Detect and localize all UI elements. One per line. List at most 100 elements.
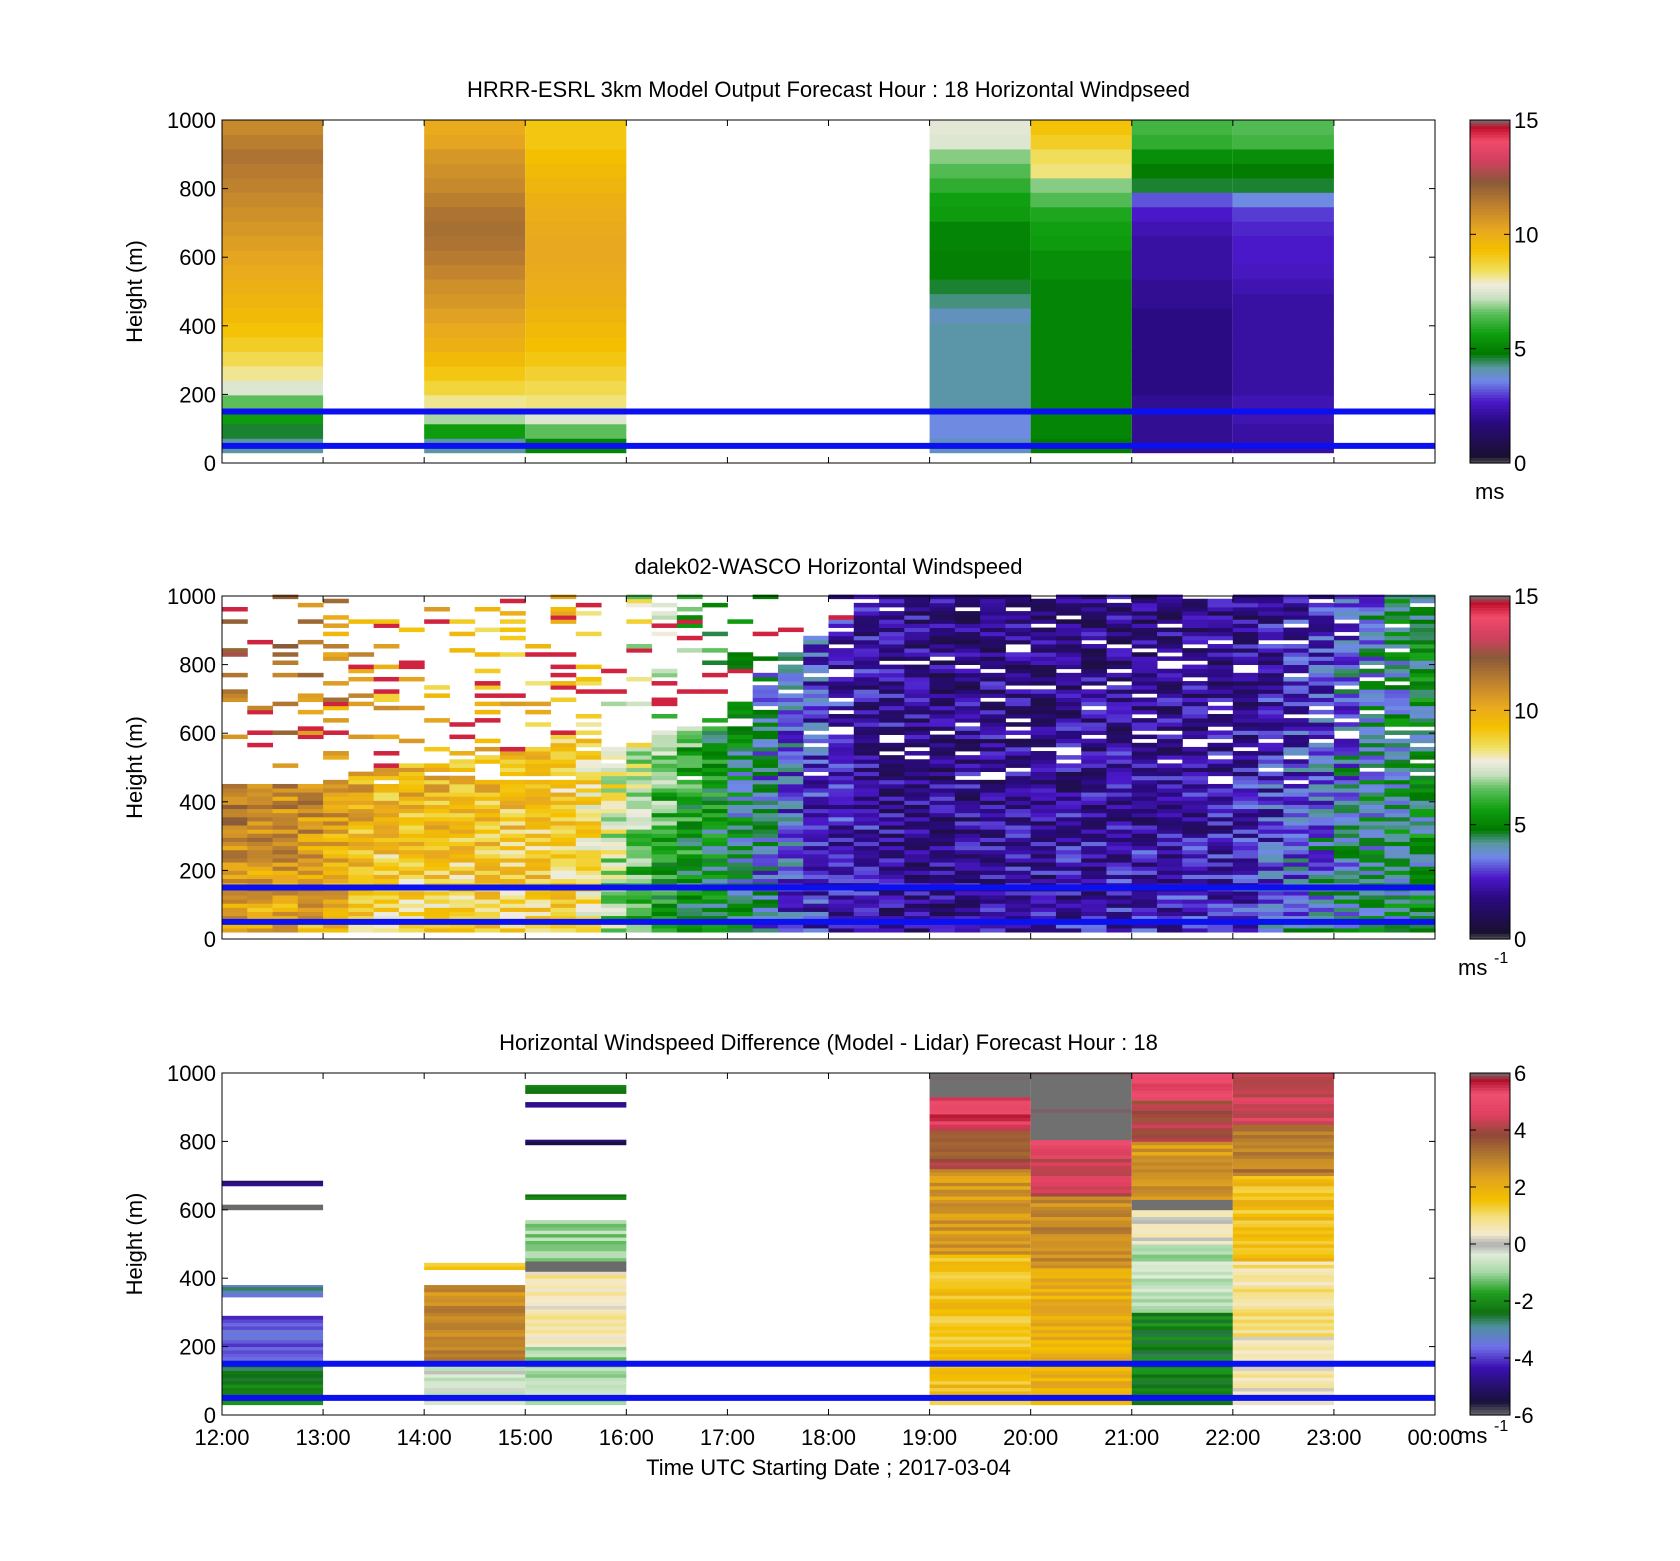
heatmap-cell [1182, 928, 1209, 933]
heatmap-cell [1131, 1312, 1233, 1317]
heatmap-cell [1030, 1343, 1132, 1347]
heatmap-cell [222, 792, 248, 797]
heatmap-cell [752, 841, 779, 847]
heatmap-cell [1182, 598, 1209, 604]
heatmap-cell [525, 1285, 627, 1289]
colorbar-segment [1470, 601, 1510, 606]
heatmap-cell [1030, 672, 1057, 678]
heatmap-cell [1359, 841, 1385, 847]
y-tick-label: 200 [179, 1335, 216, 1360]
heatmap-cell [449, 928, 476, 933]
heatmap-cell [651, 751, 678, 756]
heatmap-cell [1409, 656, 1436, 661]
heatmap-cell [980, 767, 1006, 773]
colorbar-segment [1470, 385, 1510, 390]
heatmap-cell [1258, 648, 1284, 653]
heatmap-cell [1283, 829, 1310, 834]
heatmap-cell [272, 890, 299, 896]
heatmap-cell [1157, 825, 1183, 830]
heatmap-cell [222, 1322, 324, 1327]
heatmap-cell [348, 874, 375, 880]
heatmap-cell [752, 907, 779, 912]
heatmap-cell [297, 907, 324, 912]
heatmap-cell [879, 870, 905, 875]
heatmap-cell [1232, 1315, 1334, 1320]
heatmap-cell [499, 928, 526, 933]
heatmap-cell [980, 821, 1006, 826]
heatmap-cell [1182, 899, 1209, 904]
heatmap-cell [1131, 1100, 1233, 1105]
heatmap-cell [879, 644, 905, 649]
heatmap-cell [373, 837, 400, 842]
heatmap-cell [1081, 652, 1107, 657]
heatmap-cell [651, 759, 678, 764]
colorbar-segment [1470, 1318, 1510, 1322]
colorbar-segment [1470, 913, 1510, 917]
heatmap-cell [777, 866, 804, 871]
heatmap-cell [929, 1093, 1031, 1098]
heatmap-cell [525, 1380, 627, 1385]
heatmap-cell [398, 845, 425, 851]
heatmap-cell [1106, 899, 1133, 904]
heatmap-cell [550, 858, 577, 863]
heatmap-cell [424, 423, 526, 439]
heatmap-cell [626, 911, 653, 917]
heatmap-cell [904, 648, 931, 653]
heatmap-cell [1131, 631, 1158, 637]
heatmap-cell [1232, 1370, 1334, 1375]
heatmap-cell [297, 870, 324, 875]
heatmap-cell [1333, 874, 1360, 880]
colorbar-segment [1470, 1375, 1510, 1379]
heatmap-cell [1232, 771, 1259, 777]
heatmap-cell [929, 685, 956, 690]
heatmap-cell [1005, 903, 1032, 908]
colorbar-segment [1470, 618, 1510, 623]
heatmap-cell [1131, 676, 1158, 682]
heatmap-cell [323, 845, 349, 851]
heatmap-cell [525, 849, 552, 855]
heatmap-cell [1384, 759, 1411, 764]
heatmap-cell [1055, 755, 1082, 760]
colorbar-segment [1470, 630, 1510, 634]
heatmap-cell [1131, 177, 1233, 193]
heatmap-cell [348, 866, 375, 871]
heatmap-cell [777, 755, 804, 760]
heatmap-cell [626, 771, 653, 777]
heatmap-cell [904, 866, 931, 871]
heatmap-cell [1030, 1192, 1132, 1197]
heatmap-cell [424, 148, 526, 164]
colorbar-segment [1470, 1115, 1510, 1120]
heatmap-cell [1207, 816, 1234, 822]
heatmap-cell [575, 788, 602, 793]
heatmap-cell [1207, 635, 1234, 641]
heatmap-cell [1030, 779, 1057, 785]
heatmap-cell [929, 718, 956, 723]
heatmap-cell [499, 783, 526, 789]
heatmap-cell [1232, 1161, 1334, 1166]
heatmap-cell [525, 1261, 627, 1265]
heatmap-cell [1232, 1257, 1334, 1262]
heatmap-cell [1258, 664, 1284, 670]
heatmap-cell [323, 874, 349, 880]
chart-panel-1: HRRR-ESRL 3km Model Output Forecast Hour… [122, 77, 1538, 504]
heatmap-cell [1157, 619, 1183, 624]
heatmap-cell [424, 192, 526, 208]
heatmap-cell [727, 837, 754, 842]
heatmap-cell [1182, 693, 1209, 698]
heatmap-cell [1131, 1216, 1233, 1221]
heatmap-cell [1359, 792, 1385, 797]
heatmap-cell [398, 923, 425, 929]
heatmap-cell [929, 1151, 1031, 1156]
heatmap-cell [1384, 866, 1411, 871]
heatmap-cell [777, 870, 804, 875]
heatmap-cell [575, 874, 602, 880]
heatmap-cell [777, 746, 804, 752]
heatmap-cell [1182, 730, 1209, 735]
heatmap-cell [398, 895, 425, 900]
heatmap-cell [727, 746, 754, 752]
heatmap-cell [1131, 1339, 1233, 1344]
heatmap-cell [1283, 837, 1310, 842]
heatmap-cell [1359, 611, 1385, 616]
heatmap-cell [702, 689, 728, 694]
